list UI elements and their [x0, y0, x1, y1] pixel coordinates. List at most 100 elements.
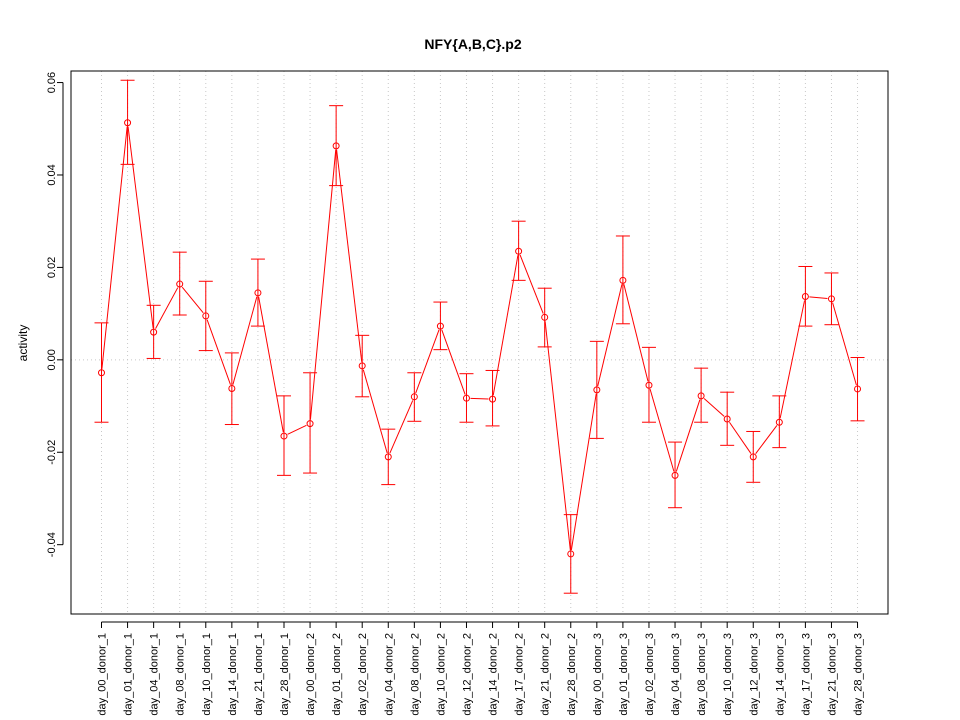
data-point	[332, 142, 340, 150]
error-bar	[329, 105, 344, 187]
x-tick-label: day_08_donor_2	[409, 633, 421, 716]
series-line-segment	[519, 254, 544, 314]
series-line-segment	[492, 255, 519, 396]
series-line-segment	[675, 399, 701, 472]
x-tick-label: day_08_donor_3	[696, 633, 708, 716]
error-bar	[589, 340, 604, 439]
series-line-segment	[703, 398, 725, 417]
data-point	[98, 369, 105, 377]
error-bar	[668, 441, 683, 509]
series-line-segment	[832, 302, 857, 386]
series-line-segment	[127, 126, 154, 329]
data-point	[827, 295, 835, 303]
x-tick-label: day_28_donor_1	[279, 633, 291, 716]
series-line-segment	[597, 284, 623, 387]
series-line-segment	[155, 287, 179, 329]
x-tick-label: day_00_donor_1	[97, 633, 109, 716]
x-tick-label: day_21_donor_2	[540, 633, 552, 716]
data-point	[176, 280, 184, 288]
error-bar	[303, 372, 318, 474]
x-tick-label: day_21_donor_3	[826, 633, 838, 716]
error-bar	[407, 372, 422, 422]
x-tick-label: day_02_donor_3	[644, 633, 656, 716]
x-tick-label: day_14_donor_3	[774, 633, 786, 716]
series-line-segment	[570, 393, 597, 551]
error-bar	[94, 322, 109, 423]
y-axis-label: activity	[16, 325, 30, 362]
x-tick-label: day_21_donor_1	[253, 633, 265, 716]
data-point	[410, 393, 418, 401]
data-point	[567, 550, 575, 558]
x-tick-label: day_28_donor_3	[853, 633, 865, 716]
y-tick-label: 0.06	[46, 72, 58, 93]
series-line-segment	[336, 149, 363, 362]
error-bar	[485, 369, 500, 427]
y-tick-label: -0.02	[46, 440, 58, 465]
error-bar	[146, 304, 161, 359]
error-bar	[198, 280, 213, 352]
data-point	[801, 293, 809, 301]
error-bar	[276, 395, 291, 476]
data-point	[619, 276, 627, 284]
data-point	[775, 418, 783, 426]
x-tick-label: day_01_donor_2	[331, 633, 343, 716]
error-bar	[720, 391, 735, 446]
series-line-segment	[181, 286, 204, 314]
data-point	[697, 392, 705, 400]
x-tick-label: day_14_donor_1	[227, 633, 239, 716]
chart-title: NFY{A,B,C}.p2	[424, 36, 521, 52]
data-point	[462, 394, 470, 402]
plot-frame	[70, 70, 889, 615]
series-line-segment	[258, 296, 284, 433]
series-line-segment	[779, 300, 806, 419]
error-bar	[746, 430, 761, 483]
x-tick-label: day_14_donor_2	[488, 633, 500, 716]
data-point	[436, 322, 444, 330]
error-bar	[563, 514, 578, 594]
data-point	[384, 453, 392, 461]
data-point	[150, 328, 158, 336]
x-tick-label: day_04_donor_3	[670, 633, 682, 716]
grid-lines	[71, 71, 888, 614]
y-tick-label: 0.00	[46, 349, 58, 370]
data-point	[749, 453, 757, 461]
series-line-segment	[101, 126, 128, 369]
series-line-segment	[470, 397, 489, 400]
series-line-segment	[623, 284, 649, 382]
series-line-segment	[809, 296, 828, 299]
x-tick-label: day_10_donor_3	[722, 633, 734, 716]
series-line-segment	[389, 400, 414, 454]
series-line-segment	[441, 329, 466, 395]
data-point	[254, 289, 262, 297]
error-bar	[511, 220, 526, 281]
error-bar	[798, 265, 813, 327]
x-tick-label: day_08_donor_1	[175, 633, 187, 716]
data-point	[489, 395, 497, 403]
y-axis: -0.04 -0.02 0.00 0.02 0.04 0.06	[46, 72, 64, 557]
x-axis: day_00_donor_1 day_01_donor_1 day_04_donor…	[97, 621, 865, 716]
error-bar	[850, 357, 865, 422]
data-point	[593, 386, 601, 394]
error-bar	[355, 334, 370, 398]
series-line-segment	[649, 388, 675, 472]
error-bar	[615, 235, 630, 325]
y-tick-label: 0.02	[46, 257, 58, 278]
x-tick-label: day_04_donor_2	[383, 633, 395, 716]
x-tick-label: day_10_donor_1	[201, 633, 213, 716]
error-bar	[381, 428, 396, 486]
series-line-segment	[755, 425, 778, 454]
error-bar	[694, 367, 709, 423]
error-bar	[537, 287, 552, 348]
x-tick-label: day_00_donor_2	[305, 633, 317, 716]
x-tick-label: day_28_donor_2	[566, 633, 578, 716]
x-tick-label: day_04_donor_1	[149, 633, 161, 716]
error-bar	[250, 258, 265, 327]
series-line-segment	[206, 319, 231, 385]
series-line-segment	[232, 296, 258, 385]
plot-area	[94, 79, 865, 594]
data-point	[723, 415, 731, 423]
x-tick-label: day_17_donor_2	[514, 633, 526, 716]
error-bar	[224, 352, 239, 426]
error-bar	[459, 373, 474, 423]
